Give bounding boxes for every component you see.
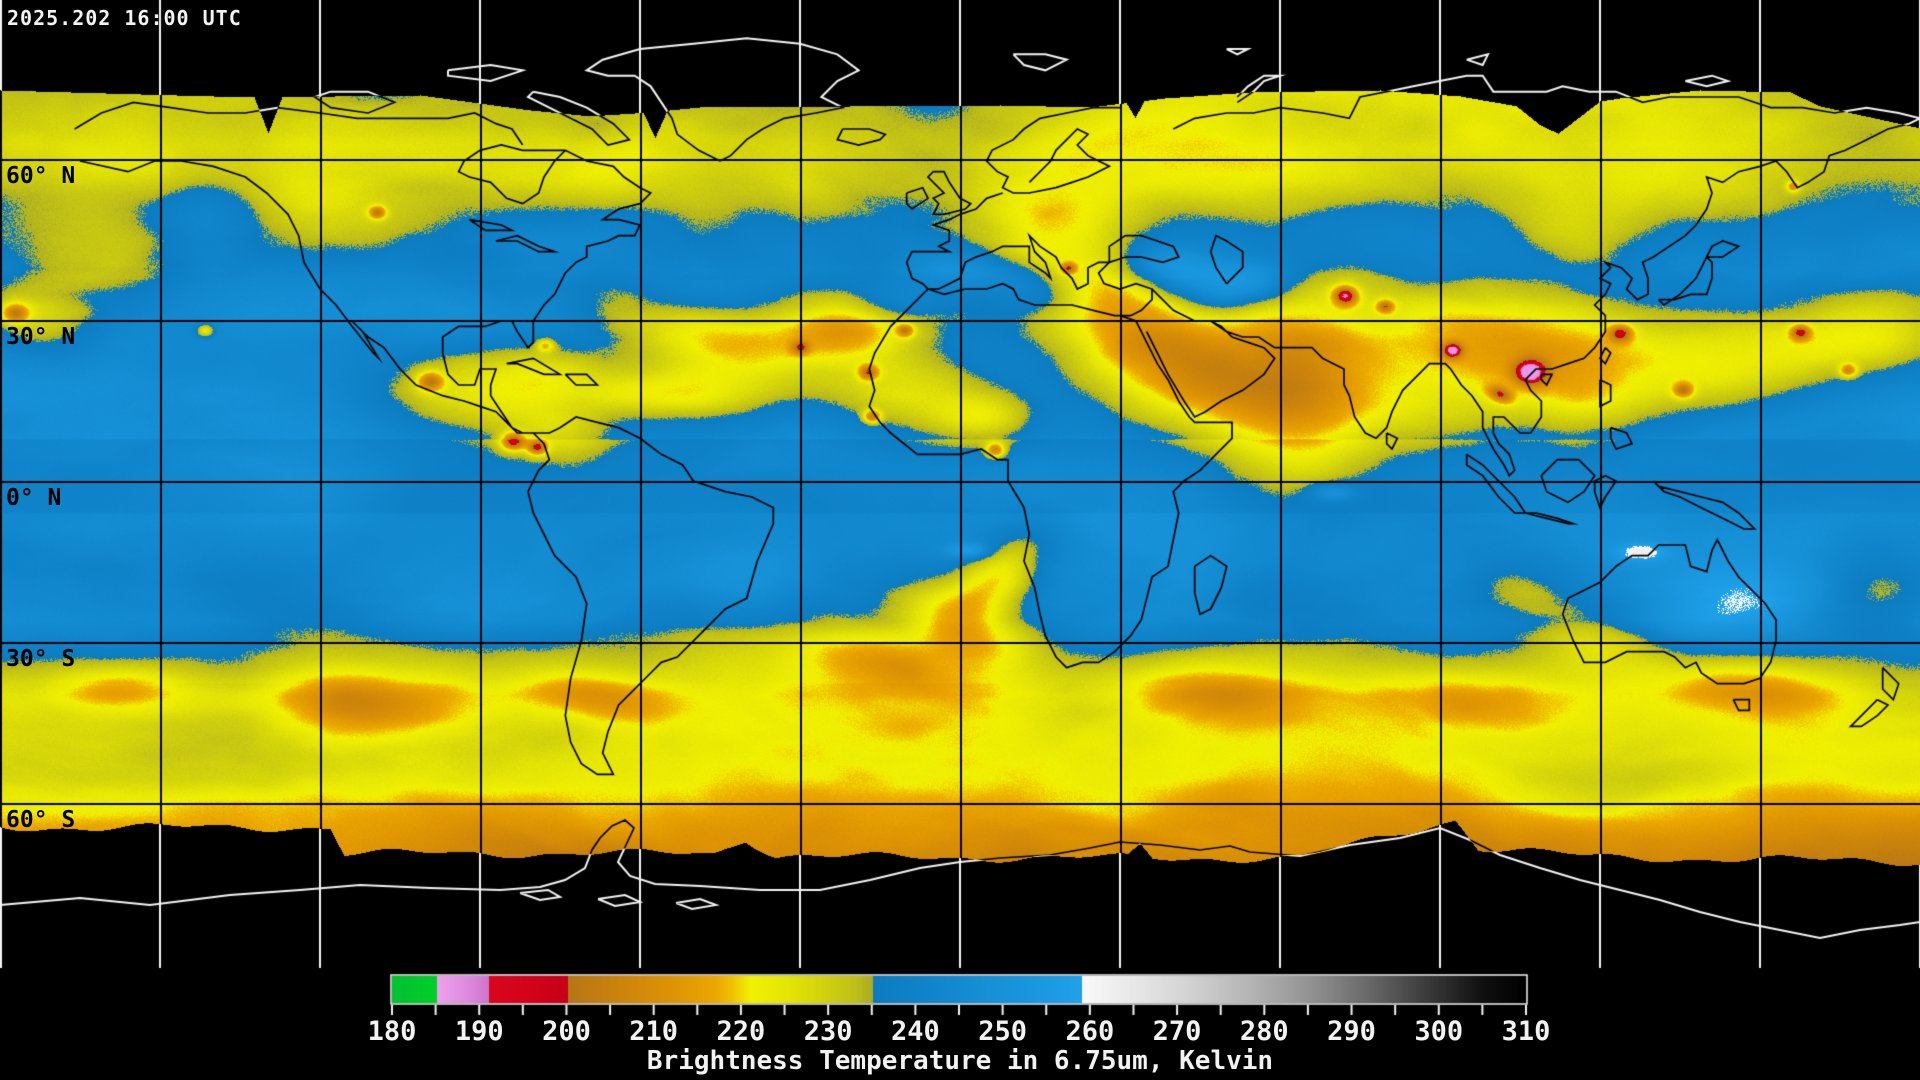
latitude-label-30n: 30° N bbox=[6, 324, 76, 350]
timestamp-label: 2025.202 16:00 UTC bbox=[7, 6, 242, 30]
colorbar-tick-250: 250 bbox=[978, 1016, 1027, 1047]
colorbar-tick-190: 190 bbox=[454, 1016, 504, 1047]
latitude-label-0n: 0° N bbox=[6, 485, 62, 511]
colorbar-tick-260: 260 bbox=[1065, 1016, 1115, 1047]
colorbar-tick-270: 270 bbox=[1152, 1016, 1202, 1047]
colorbar-tick-220: 220 bbox=[716, 1016, 766, 1047]
colorbar-tick-310: 310 bbox=[1501, 1016, 1551, 1047]
colorbar-tick-210: 210 bbox=[629, 1016, 679, 1047]
colorbar-tick-240: 240 bbox=[890, 1016, 940, 1047]
colorbar-caption: Brightness Temperature in 6.75um, Kelvin bbox=[646, 1046, 1274, 1076]
colorbar-tick-200: 200 bbox=[542, 1016, 591, 1047]
colorbar-tick-280: 280 bbox=[1239, 1016, 1289, 1047]
colorbar-tick-230: 230 bbox=[803, 1016, 853, 1047]
colorbar-tick-290: 290 bbox=[1327, 1016, 1376, 1047]
latitude-label-60n: 60° N bbox=[6, 163, 76, 189]
colorbar-tick-180: 180 bbox=[367, 1016, 417, 1047]
latitude-label-30s: 30° S bbox=[6, 646, 76, 672]
colorbar-tick-300: 300 bbox=[1414, 1016, 1464, 1047]
latitude-label-60s: 60° S bbox=[6, 807, 76, 833]
